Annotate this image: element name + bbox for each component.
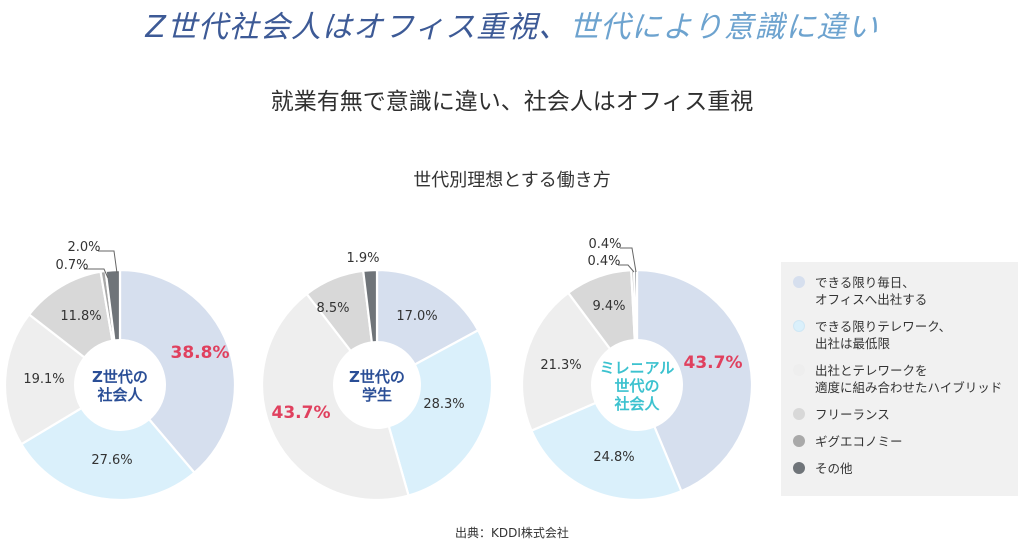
- legend-label: できる限りテレワーク、 出社は最低限: [815, 319, 952, 351]
- legend-item-gig: ギグエコノミー: [793, 433, 1008, 450]
- pie-slice-hybrid: [3, 312, 122, 446]
- legend-item-freelance: フリーランス: [793, 406, 1008, 423]
- subtitle: 就業有無で意識に違い、社会人はオフィス重視: [270, 89, 754, 115]
- donut-hole: [333, 341, 421, 429]
- data-label-freelance: 8.5%: [316, 301, 349, 316]
- pie-center-label: Z世代の: [92, 368, 148, 386]
- leader-line: [618, 264, 635, 273]
- data-label-hybrid: 21.3%: [540, 358, 581, 373]
- pie-slice-telework: [19, 383, 196, 502]
- legend: できる限り毎日、 オフィスへ出社する できる限りテレワーク、 出社は最低限 出社…: [781, 262, 1018, 496]
- legend-swatch: [793, 408, 805, 420]
- data-label-office: 17.0%: [396, 309, 437, 324]
- data-label-telework: 24.8%: [593, 450, 634, 465]
- leader-line: [84, 268, 109, 279]
- leader-line: [98, 250, 118, 274]
- legend-item-hybrid: 出社とテレワークを 適度に組み合わせたハイブリッド: [793, 362, 1008, 396]
- data-label-gig: 0.4%: [587, 254, 620, 269]
- pie-center-label: 学生: [362, 386, 392, 404]
- legend-label: フリーランス: [815, 407, 890, 422]
- data-label-other: 1.9%: [346, 251, 379, 266]
- data-label-telework: 27.6%: [91, 453, 132, 468]
- legend-label: その他: [815, 461, 853, 476]
- pie-center-label: 社会人: [613, 395, 660, 413]
- data-label-hybrid: 19.1%: [23, 372, 64, 387]
- legend-item-other: その他: [793, 460, 1008, 477]
- pie-center-label: 世代の: [614, 377, 659, 395]
- headline-part1: Z世代社会人はオフィス重視、: [145, 10, 570, 45]
- pie-center-label: Z世代の: [349, 368, 405, 386]
- legend-label: ギグエコノミー: [815, 434, 903, 449]
- data-label-gig: 0.7%: [55, 258, 88, 273]
- data-label-hybrid: 43.7%: [272, 403, 331, 423]
- legend-swatch: [793, 462, 805, 474]
- data-label-freelance: 11.8%: [60, 309, 101, 324]
- chart-title: 世代別理想とする働き方: [413, 170, 611, 191]
- legend-swatch: [793, 320, 805, 332]
- data-label-freelance: 9.4%: [592, 299, 625, 314]
- data-label-other: 0.4%: [588, 237, 621, 252]
- donut-hole: [74, 339, 166, 431]
- data-label-telework: 28.3%: [423, 397, 464, 412]
- data-label-office: 38.8%: [171, 343, 230, 363]
- pie-center-label: ミレニアル: [600, 359, 675, 377]
- donut-hole: [591, 339, 683, 431]
- data-label-other: 2.0%: [67, 240, 100, 255]
- legend-label: 出社とテレワークを 適度に組み合わせたハイブリッド: [815, 363, 1003, 395]
- legend-swatch: [793, 276, 805, 288]
- legend-item-office: できる限り毎日、 オフィスへ出社する: [793, 274, 1008, 308]
- headline: Z世代社会人はオフィス重視、世代により意識に違い: [0, 2, 1024, 46]
- legend-label: できる限り毎日、 オフィスへ出社する: [815, 275, 928, 307]
- headline-part2: 世代により意識に違い: [569, 10, 879, 45]
- legend-item-telework: できる限りテレワーク、 出社は最低限: [793, 318, 1008, 352]
- legend-swatch: [793, 435, 805, 447]
- legend-swatch: [793, 364, 805, 376]
- source-note: 出典：KDDI株式会社: [455, 526, 569, 540]
- leader-line: [620, 247, 637, 273]
- data-label-office: 43.7%: [684, 353, 743, 373]
- pie-center-label: 社会人: [96, 386, 143, 404]
- pie-slice-office: [635, 268, 754, 493]
- pie-slice-office: [118, 268, 237, 475]
